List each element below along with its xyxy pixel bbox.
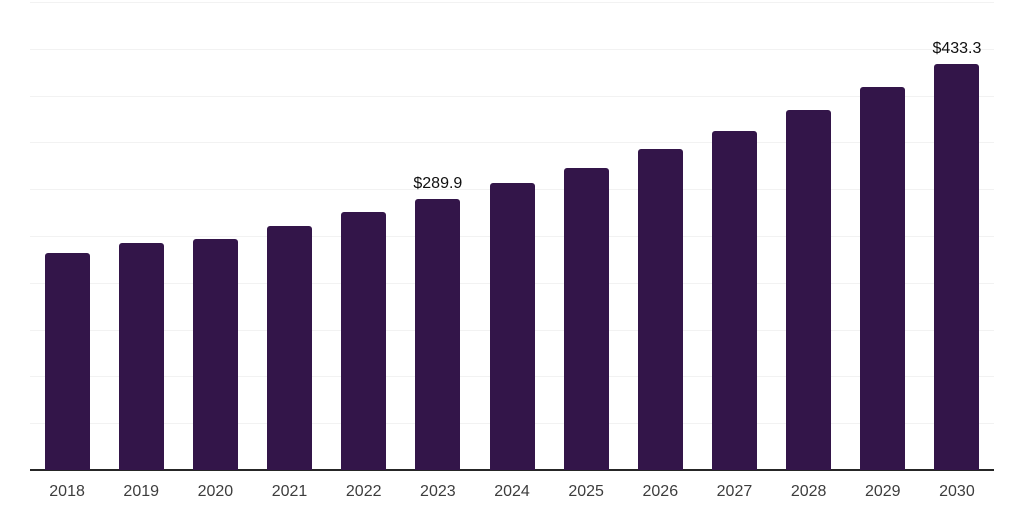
bar-2026 bbox=[637, 149, 683, 470]
bar-2025 bbox=[563, 167, 609, 470]
bar-value-label-2023: $289.9 bbox=[413, 174, 463, 192]
x-tick-label-2020: 2020 bbox=[197, 483, 234, 500]
x-tick-label-2018: 2018 bbox=[49, 483, 85, 500]
bar-2018 bbox=[44, 253, 90, 470]
x-tick-label-2023: 2023 bbox=[420, 483, 456, 500]
x-tick-label-2024: 2024 bbox=[494, 483, 530, 500]
x-tick-label-2022: 2022 bbox=[345, 483, 382, 500]
x-tick-label-2028: 2028 bbox=[790, 483, 827, 500]
bar-2021 bbox=[267, 226, 313, 470]
x-tick-label-2025: 2025 bbox=[568, 483, 604, 500]
bar-2030 bbox=[934, 64, 980, 470]
bar-2022 bbox=[341, 212, 387, 470]
bar-2019 bbox=[118, 242, 164, 470]
bar-2020 bbox=[192, 239, 238, 470]
bar-2023 bbox=[415, 198, 461, 470]
gridline bbox=[30, 95, 994, 97]
bar-value-label-2030: $433.3 bbox=[932, 40, 982, 58]
bar-2027 bbox=[711, 131, 757, 470]
bar-2024 bbox=[489, 182, 535, 470]
x-tick-label-2026: 2026 bbox=[642, 483, 679, 500]
x-tick-label-2027: 2027 bbox=[716, 483, 753, 500]
x-tick-label-2021: 2021 bbox=[271, 483, 308, 500]
x-tick-label-2029: 2029 bbox=[864, 483, 901, 500]
gridline bbox=[30, 48, 994, 50]
gridline bbox=[30, 142, 994, 144]
x-tick-label-2030: 2030 bbox=[939, 483, 975, 500]
bar-2028 bbox=[786, 110, 832, 470]
x-axis-line bbox=[30, 469, 994, 471]
x-tick-label-2019: 2019 bbox=[123, 483, 160, 500]
gridline bbox=[30, 2, 994, 3]
bar-2029 bbox=[860, 86, 906, 470]
